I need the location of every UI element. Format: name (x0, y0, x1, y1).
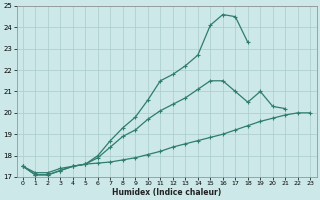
X-axis label: Humidex (Indice chaleur): Humidex (Indice chaleur) (112, 188, 221, 197)
